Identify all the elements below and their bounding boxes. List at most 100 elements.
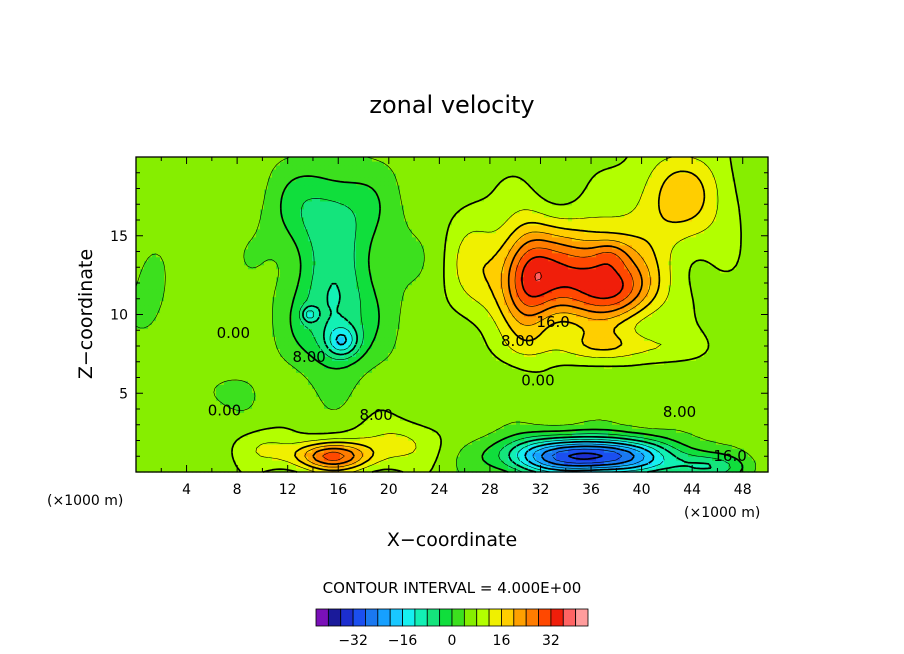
field-cell (380, 360, 385, 365)
field-cell (260, 388, 265, 393)
field-cell (636, 352, 641, 357)
field-cell (724, 464, 729, 469)
field-cell (368, 400, 373, 405)
field-cell (728, 408, 733, 413)
field-cell (236, 440, 241, 445)
field-cell (704, 432, 709, 437)
field-cell (700, 408, 705, 413)
field-cell (260, 452, 265, 457)
field-cell (724, 360, 729, 365)
field-cell (680, 352, 685, 357)
field-cell (536, 432, 541, 437)
field-cell (716, 428, 721, 433)
field-cell (204, 352, 209, 357)
field-cell (324, 436, 329, 441)
field-cell (432, 392, 437, 397)
field-cell (284, 460, 289, 465)
field-cell (140, 344, 145, 349)
field-cell (636, 400, 641, 405)
field-cell (324, 460, 329, 465)
field-cell (416, 352, 421, 357)
field-cell (316, 388, 321, 393)
field-cell (184, 368, 189, 373)
field-cell (360, 444, 365, 449)
field-cell (428, 432, 433, 437)
field-cell (320, 376, 325, 381)
field-cell (556, 460, 561, 465)
field-cell (244, 388, 249, 393)
field-cell (640, 448, 645, 453)
field-cell (232, 388, 237, 393)
field-cell (268, 452, 273, 457)
field-cell (704, 360, 709, 365)
field-cell (156, 452, 161, 457)
field-cell (412, 452, 417, 457)
field-cell (640, 400, 645, 405)
field-cell (644, 356, 649, 361)
field-cell (644, 420, 649, 425)
field-cell (528, 392, 533, 397)
field-cell (308, 392, 313, 397)
field-cell (652, 356, 657, 361)
field-cell (248, 468, 253, 473)
field-cell (540, 396, 545, 401)
field-cell (224, 348, 229, 353)
field-cell (548, 420, 553, 425)
field-cell (744, 380, 749, 385)
field-cell (364, 408, 369, 413)
field-cell (592, 360, 597, 365)
field-cell (460, 432, 465, 437)
field-cell (684, 432, 689, 437)
field-cell (616, 420, 621, 425)
field-cell (348, 456, 353, 461)
field-cell (320, 420, 325, 425)
field-cell (372, 420, 377, 425)
field-cell (252, 416, 257, 421)
field-cell (676, 444, 681, 449)
field-cell (156, 428, 161, 433)
field-cell (236, 376, 241, 381)
field-cell (348, 372, 353, 377)
field-cell (304, 428, 309, 433)
field-cell (548, 468, 553, 473)
field-cell (208, 352, 213, 357)
field-cell (604, 380, 609, 385)
field-cell (692, 352, 697, 357)
field-cell (612, 444, 617, 449)
field-cell (176, 424, 181, 429)
field-cell (252, 388, 257, 393)
field-cell (460, 356, 465, 361)
field-cell (732, 420, 737, 425)
field-cell (600, 388, 605, 393)
field-cell (552, 396, 557, 401)
field-cell (452, 360, 457, 365)
field-cell (296, 404, 301, 409)
field-cell (516, 348, 521, 353)
field-cell (268, 412, 273, 417)
field-cell (380, 384, 385, 389)
field-cell (452, 372, 457, 377)
field-cell (400, 364, 405, 369)
field-cell (572, 376, 577, 381)
field-cell (700, 416, 705, 421)
field-cell (160, 376, 165, 381)
field-cell (592, 392, 597, 397)
field-cell (480, 344, 485, 349)
field-cell (224, 460, 229, 465)
field-cell (496, 380, 501, 385)
field-cell (416, 408, 421, 413)
field-cell (288, 456, 293, 461)
field-cell (548, 452, 553, 457)
field-cell (392, 432, 397, 437)
field-cell (392, 440, 397, 445)
field-cell (356, 444, 361, 449)
field-cell (204, 416, 209, 421)
field-cell (616, 392, 621, 397)
field-cell (168, 368, 173, 373)
field-cell (720, 368, 725, 373)
field-cell (580, 376, 585, 381)
field-cell (140, 416, 145, 421)
field-cell (176, 348, 181, 353)
field-cell (280, 464, 285, 469)
